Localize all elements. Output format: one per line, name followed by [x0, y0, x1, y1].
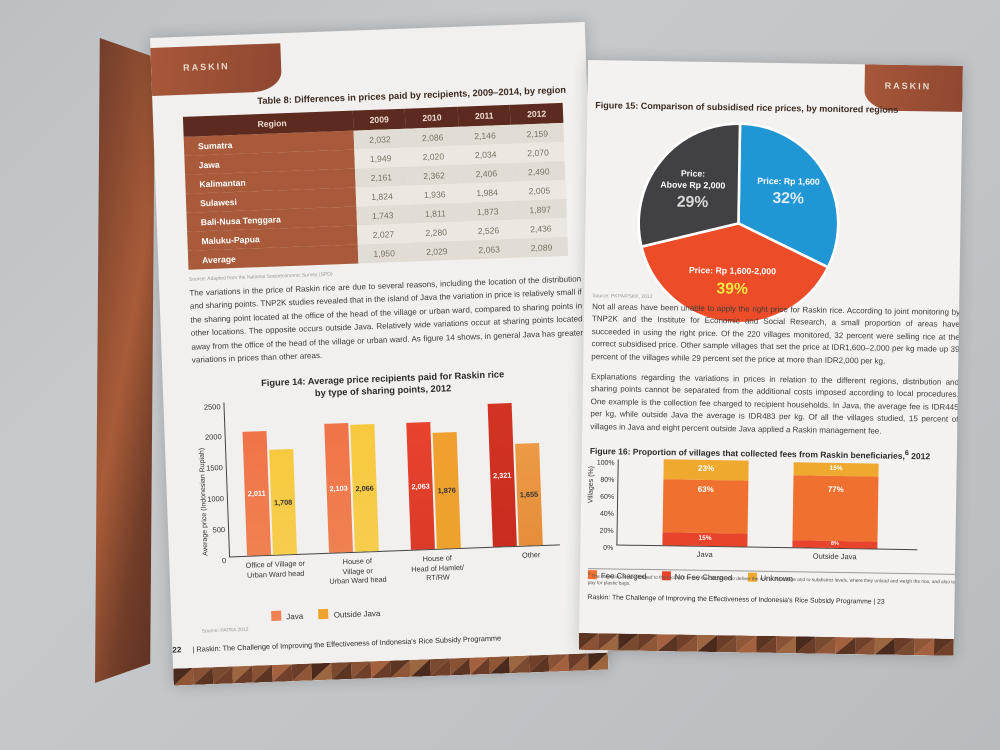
svg-text:29%: 29%: [677, 194, 709, 211]
svg-text:Price: Rp 1,600-2,000: Price: Rp 1,600-2,000: [689, 265, 776, 276]
svg-text:39%: 39%: [716, 280, 748, 297]
svg-text:Price: Rp 1,600: Price: Rp 1,600: [757, 176, 820, 187]
svg-text:32%: 32%: [772, 190, 804, 207]
svg-text:Above Rp 2,000: Above Rp 2,000: [660, 180, 725, 191]
svg-text:Price:: Price:: [681, 168, 705, 178]
